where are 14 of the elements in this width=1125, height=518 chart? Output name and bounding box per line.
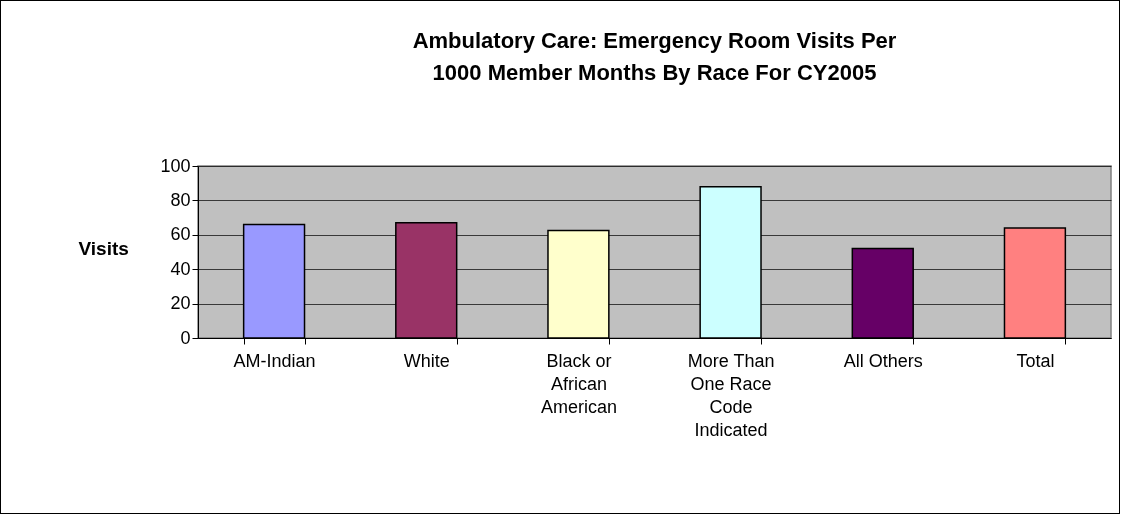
- x-tick-label: All Others: [843, 350, 923, 371]
- y-tick-label: 20: [170, 293, 191, 314]
- y-axis-title: Visits: [78, 237, 129, 259]
- x-tick-label: White: [403, 350, 450, 371]
- y-tick-label: 40: [170, 258, 191, 279]
- x-tick-label: More Than One Race Code Indicated: [687, 350, 775, 440]
- x-tick-label: AM-Indian: [233, 350, 316, 371]
- y-tick-label: 0: [180, 327, 191, 348]
- y-tick-label: 80: [170, 189, 191, 210]
- y-tick-label: 60: [170, 224, 191, 245]
- chart-title: Ambulatory Care: Emergency Room Visits Per 1000 Member Months By Race For CY2005: [412, 28, 897, 85]
- y-tick-label: 100: [160, 155, 191, 176]
- x-tick-label: Total: [1016, 350, 1055, 371]
- x-tick-label: Black or African American: [540, 350, 617, 417]
